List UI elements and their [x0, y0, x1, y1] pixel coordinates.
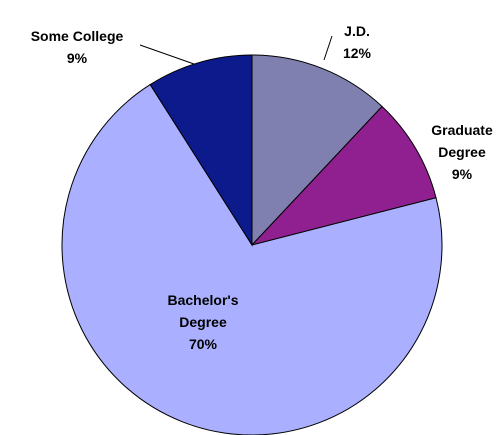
leader-line	[323, 35, 333, 61]
slice-label: Bachelor's Degree 70%	[153, 289, 253, 355]
pie-slice	[149, 54, 253, 247]
slice-label: Some College 9%	[17, 25, 137, 69]
category-name: Some College	[30, 28, 124, 44]
category-name: J.D.	[344, 23, 370, 39]
value-label: 12%	[342, 45, 372, 61]
value-label: 9%	[66, 50, 88, 66]
pie-slice	[250, 105, 437, 246]
leader-line	[139, 44, 195, 65]
pie-slice	[61, 83, 443, 435]
slice-label: J.D. 12%	[327, 20, 387, 64]
slice-label: Graduate Degree 9%	[417, 119, 503, 185]
category-name: Bachelor's Degree	[167, 292, 239, 330]
pie-slice	[251, 54, 383, 247]
value-label: 9%	[451, 166, 473, 182]
category-name: Graduate Degree	[431, 122, 493, 160]
value-label: 70%	[188, 336, 218, 352]
